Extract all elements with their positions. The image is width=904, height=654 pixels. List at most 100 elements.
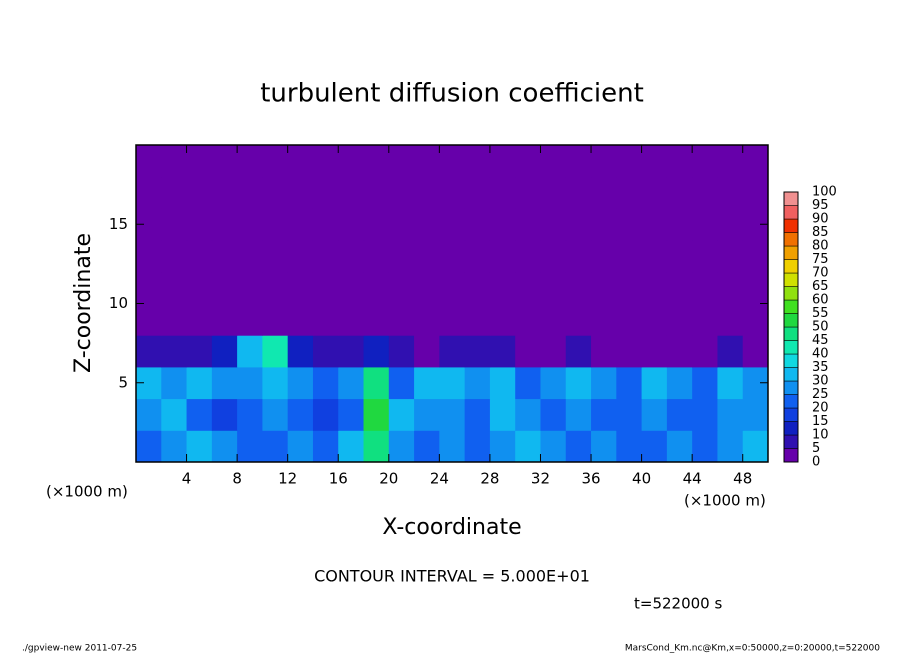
field-cell — [136, 176, 162, 209]
colorbar-swatch — [783, 245, 799, 260]
field-cell — [666, 176, 693, 209]
field-cell — [338, 398, 365, 431]
field-cell — [515, 398, 541, 431]
field-cell — [161, 145, 188, 178]
field-cell — [540, 271, 567, 304]
field-cell — [211, 303, 238, 336]
colorbar-label: 5 — [812, 441, 820, 456]
field-cell — [666, 366, 693, 400]
field-cell — [565, 240, 592, 273]
field-cell — [312, 145, 339, 178]
field-cell — [211, 335, 238, 368]
field-cell — [616, 271, 643, 304]
field-cell — [717, 271, 744, 304]
field-cell — [565, 366, 592, 400]
field-cell — [641, 208, 668, 241]
field-cell — [439, 335, 466, 368]
colorbar-label: 90 — [812, 212, 829, 227]
field-cell — [363, 366, 390, 400]
field-cell — [464, 366, 491, 400]
field-cell — [312, 208, 339, 241]
colorbar-label: 95 — [812, 198, 829, 213]
field-cell — [565, 271, 592, 304]
colorbar-swatch — [783, 286, 799, 301]
field-cell — [186, 145, 213, 178]
field-cell — [464, 335, 491, 368]
y-axis-label: Z-coordinate — [71, 233, 96, 373]
field-cell — [363, 430, 390, 463]
field-cell — [692, 176, 718, 209]
field-cell — [591, 208, 617, 241]
field-cell — [186, 398, 213, 431]
field-cell — [136, 145, 162, 178]
colorbar-label: 25 — [812, 387, 829, 402]
colorbar-swatch — [783, 218, 799, 233]
field-cell — [540, 430, 567, 463]
field-cell — [287, 208, 314, 241]
field-cell — [186, 335, 213, 368]
x-tick-label: 16 — [329, 470, 348, 488]
field-cell — [312, 398, 339, 431]
field-cell — [515, 145, 541, 178]
field-cell — [616, 240, 643, 273]
footer-right: MarsCond_Km.nc@Km,x=0:50000,z=0:20000,t=… — [625, 644, 880, 654]
x-tick-label: 12 — [278, 470, 297, 488]
field-cell — [591, 176, 617, 209]
field-cell — [464, 240, 491, 273]
field-cell — [692, 398, 718, 431]
field-cell — [388, 208, 415, 241]
colorbar-label: 55 — [812, 306, 829, 321]
field-cell — [717, 366, 744, 400]
field-cell — [186, 208, 213, 241]
colorbar-label: 60 — [812, 293, 829, 308]
field-cell — [591, 335, 617, 368]
field-cell — [414, 366, 440, 400]
field-cell — [540, 208, 567, 241]
field-cell — [136, 430, 162, 463]
field-cell — [161, 430, 188, 463]
field-cell — [641, 430, 668, 463]
field-cell — [414, 145, 440, 178]
field-cell — [161, 176, 188, 209]
field-cell — [616, 335, 643, 368]
field-cell — [515, 430, 541, 463]
field-cell — [237, 145, 263, 178]
field-cell — [641, 335, 668, 368]
colorbar-swatch — [783, 326, 799, 341]
colorbar-swatch — [783, 394, 799, 409]
colorbar-swatch — [783, 299, 799, 314]
field-cell — [565, 145, 592, 178]
field-cell — [363, 145, 390, 178]
field-cell — [211, 145, 238, 178]
field-cell — [211, 176, 238, 209]
field-cell — [641, 176, 668, 209]
field-cell — [312, 303, 339, 336]
field-cell — [540, 176, 567, 209]
field-cell — [692, 366, 718, 400]
field-cell — [262, 335, 289, 368]
field-cell — [186, 240, 213, 273]
colorbar-swatch — [783, 448, 799, 463]
field-cell — [540, 335, 567, 368]
field-cell — [565, 335, 592, 368]
x-tick-label: 32 — [531, 470, 550, 488]
field-cell — [211, 240, 238, 273]
field-cell — [565, 430, 592, 463]
y-tick-label: 15 — [109, 215, 128, 233]
x-tick-label: 4 — [182, 470, 192, 488]
field-cell — [363, 303, 390, 336]
colorbar-swatch — [783, 272, 799, 287]
field-cell — [515, 335, 541, 368]
field-cell — [388, 303, 415, 336]
field-cell — [489, 240, 516, 273]
field-cell — [439, 303, 466, 336]
field-cell — [414, 208, 440, 241]
field-cell — [338, 303, 365, 336]
field-cell — [717, 398, 744, 431]
x-tick-label: 48 — [733, 470, 752, 488]
field-cell — [312, 335, 339, 368]
field-cell — [312, 240, 339, 273]
field-cell — [616, 430, 643, 463]
field-cell — [338, 430, 365, 463]
